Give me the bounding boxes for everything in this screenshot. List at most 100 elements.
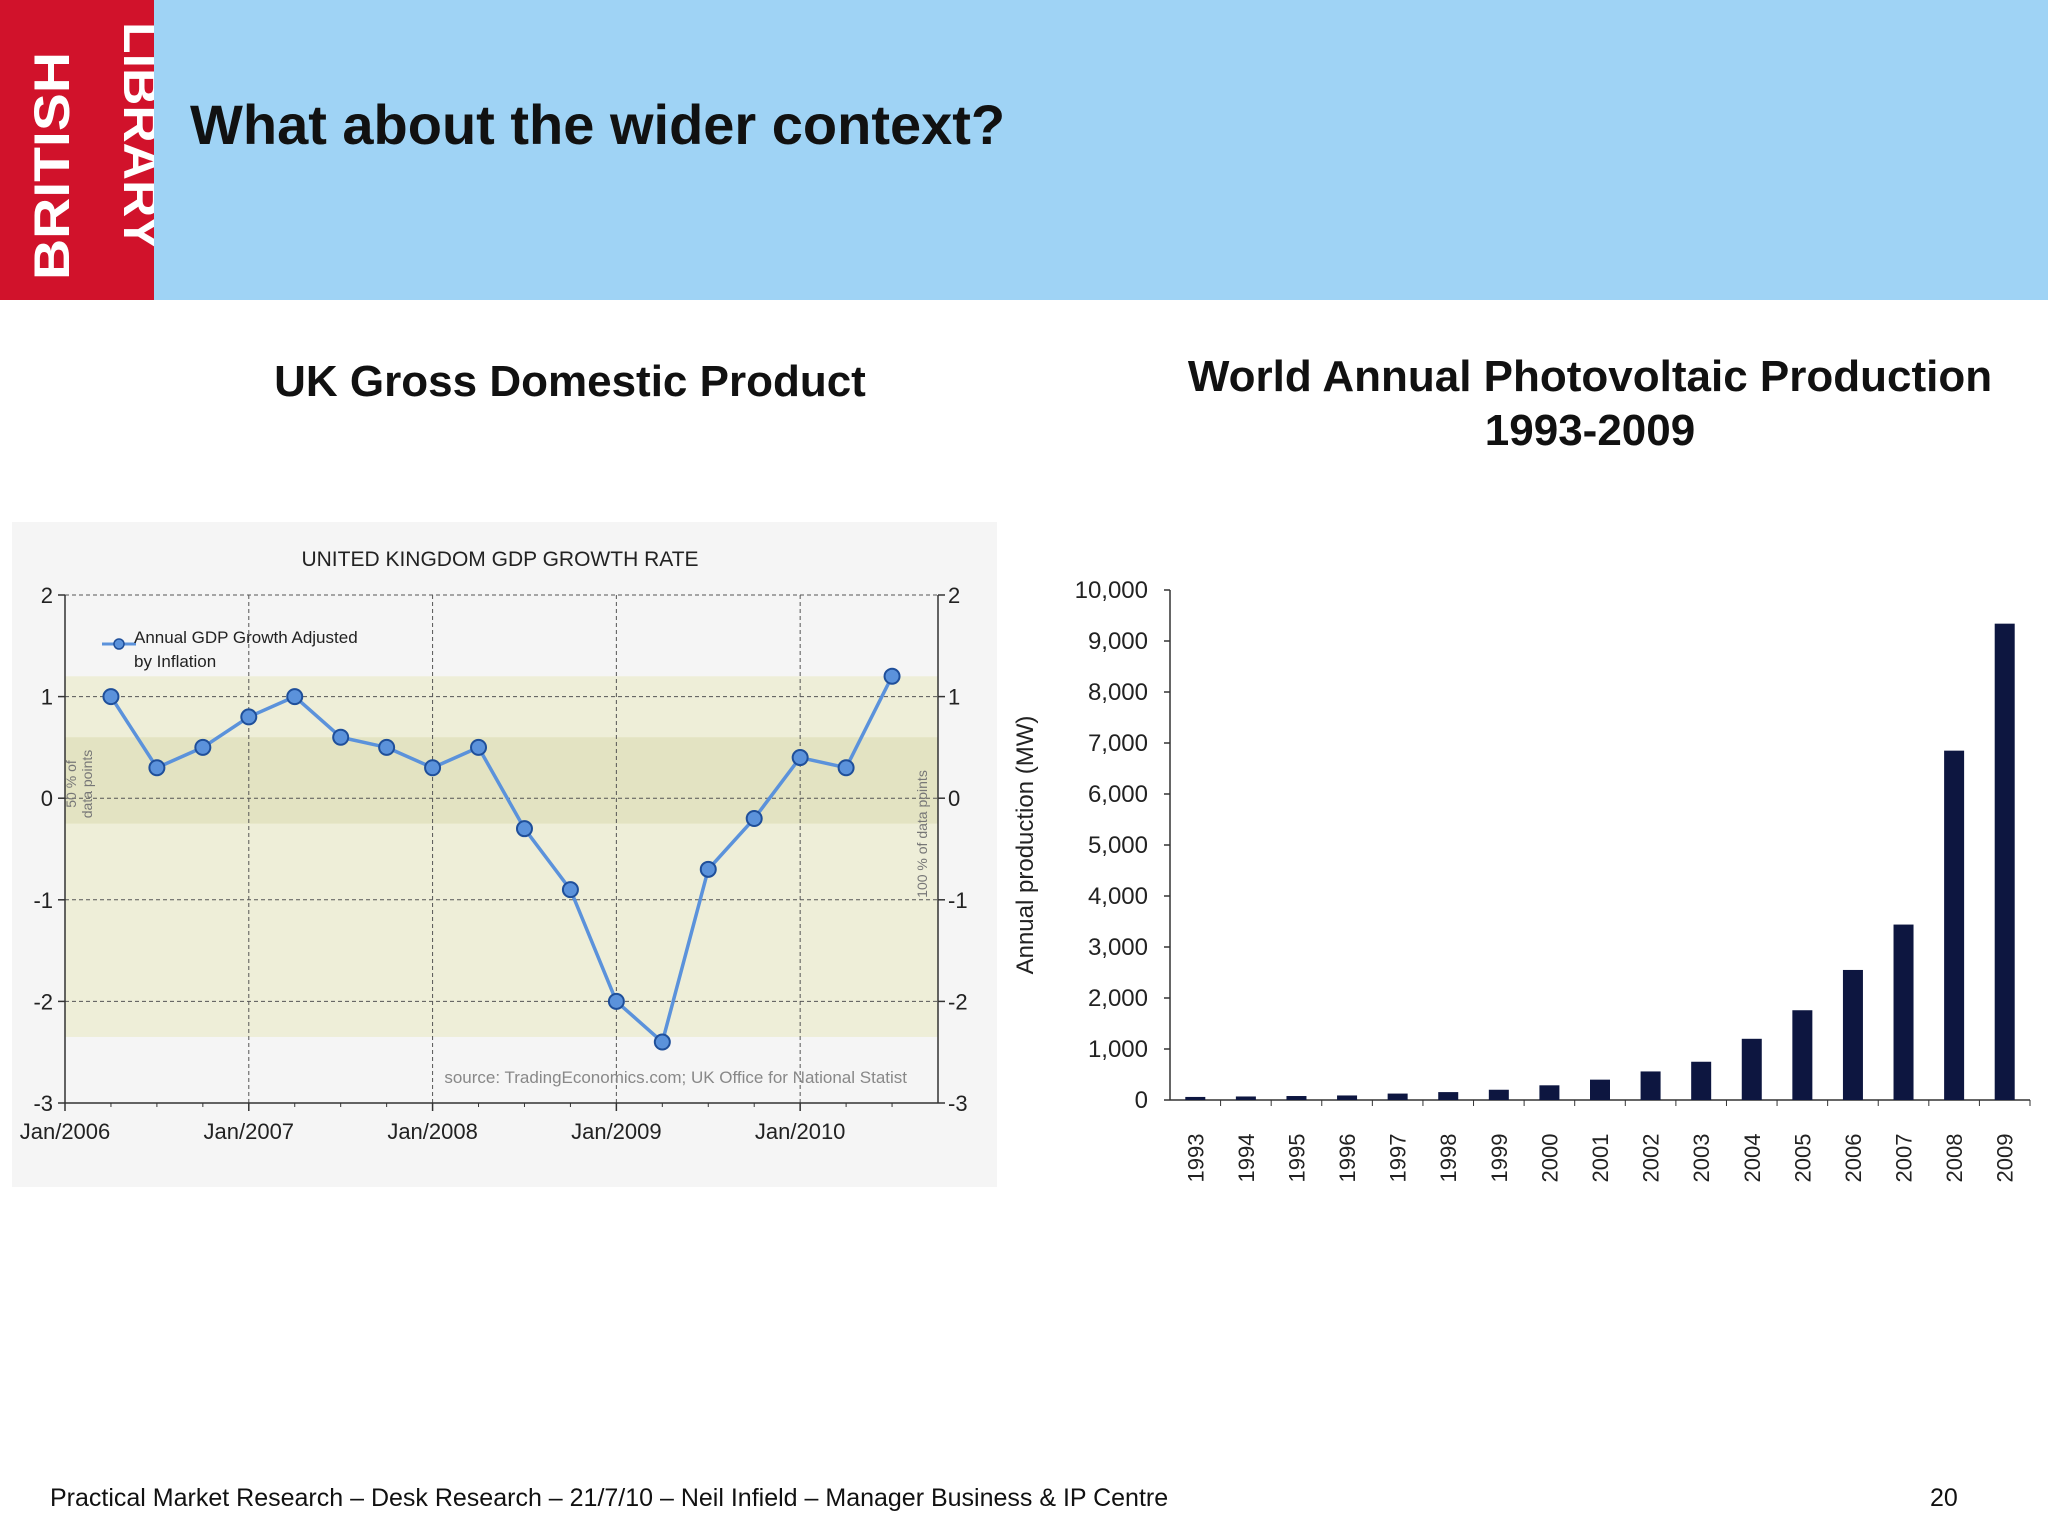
- gdp-legend-label-line-1: Annual GDP Growth Adjusted: [134, 628, 358, 647]
- pv-x-tick-label: 2000: [1537, 1134, 1562, 1183]
- pv-x-tick-label: 1994: [1234, 1134, 1259, 1183]
- gdp-growth-chart: 2 2 1 1 0 0 -1 -1 -2 -2 -3 -3 Jan/2006 Jan/2007 Jan/2…: [12, 522, 997, 1187]
- pv-bar: [1337, 1095, 1358, 1100]
- pv-x-tick-label: 2008: [1942, 1134, 1967, 1183]
- pv-x-tick-label: 2002: [1639, 1134, 1664, 1183]
- pv-bar: [1590, 1079, 1610, 1100]
- pv-x-tick-label: 2004: [1740, 1134, 1765, 1183]
- gdp-data-point: [286, 688, 304, 706]
- gdp-band-100: [65, 676, 938, 1037]
- gdp-y-tick-label: 1: [41, 685, 53, 710]
- gdp-source-note: source: TradingEconomics.com; UK Office …: [444, 1068, 907, 1087]
- gdp-legend-marker: [113, 638, 125, 650]
- svg-text:BRITISH: BRITISH: [24, 52, 80, 280]
- gdp-data-point: [332, 728, 350, 746]
- gdp-band-label-50-line-2: data points: [79, 750, 95, 819]
- gdp-y-tick-label-right: 0: [948, 786, 960, 811]
- pv-bar: [1539, 1085, 1560, 1100]
- gdp-data-point: [515, 820, 533, 838]
- gdp-data-point: [378, 738, 396, 756]
- gdp-x-tick-label: Jan/2007: [204, 1119, 295, 1144]
- pv-y-tick-label: 3,000: [1088, 934, 1148, 961]
- gdp-data-point: [102, 688, 120, 706]
- gdp-data-point: [240, 708, 258, 726]
- pv-y-tick-label: 2,000: [1088, 985, 1148, 1012]
- gdp-x-tick-label: Jan/2009: [571, 1119, 662, 1144]
- pv-bar: [1994, 623, 2015, 1100]
- pv-y-tick-label: 6,000: [1088, 781, 1148, 808]
- page-number: 20: [1930, 1484, 1958, 1512]
- pv-x-tick-label: 2001: [1588, 1134, 1613, 1183]
- gdp-data-point: [699, 860, 717, 878]
- pv-y-tick-label: 1,000: [1088, 1036, 1148, 1063]
- pv-x-tick-label: 2003: [1689, 1134, 1714, 1183]
- gdp-y-tick-label: 0: [41, 786, 53, 811]
- pv-x-tick-label: 2006: [1841, 1134, 1866, 1183]
- gdp-data-point: [148, 759, 166, 777]
- header-band: [0, 0, 2048, 300]
- gdp-y-tick-label-right: -1: [948, 888, 968, 913]
- footer-text: Practical Market Research – Desk Researc…: [50, 1484, 1169, 1512]
- pv-x-tick-label: 1997: [1386, 1134, 1411, 1183]
- pv-y-axis-label: Annual production (MW): [1012, 716, 1039, 975]
- pv-y-tick-label: 5,000: [1088, 832, 1148, 859]
- gdp-band-50: [65, 737, 938, 824]
- gdp-data-point: [470, 738, 488, 756]
- pv-y-tick-label: 9,000: [1088, 628, 1148, 655]
- pv-bar: [1741, 1038, 1762, 1100]
- pv-y-tick-label: 10,000: [1075, 577, 1148, 604]
- gdp-y-tick-label-right: -2: [948, 989, 968, 1014]
- gdp-y-tick-label: -1: [33, 888, 53, 913]
- pv-bar: [1387, 1093, 1408, 1100]
- gdp-data-point: [561, 881, 579, 899]
- pv-bar: [1185, 1096, 1206, 1100]
- gdp-legend-label-line-2: by Inflation: [134, 652, 216, 671]
- pv-bar: [1842, 969, 1863, 1100]
- gdp-y-tick-label-right: 2: [948, 583, 960, 608]
- pv-bar: [1235, 1096, 1256, 1100]
- gdp-legend: Annual GDP Growth Adjusted by Inflation: [102, 628, 358, 671]
- gdp-data-point: [745, 810, 763, 828]
- gdp-y-tick-label: -2: [33, 989, 53, 1014]
- slide-title: What about the wider context?: [190, 93, 1006, 156]
- gdp-data-point: [424, 759, 442, 777]
- pv-y-tick-label: 0: [1135, 1087, 1148, 1114]
- gdp-x-tick-label: Jan/2006: [20, 1119, 111, 1144]
- pv-bar: [1286, 1096, 1307, 1100]
- pv-x-tick-label: 1995: [1284, 1134, 1309, 1183]
- pv-x-tick-label: 1999: [1487, 1134, 1512, 1183]
- pv-production-chart: 10,000 9,000 8,000 7,000 6,000 5,000 4,000 3,00…: [1012, 577, 2031, 1183]
- pv-x-tick-label: 2009: [1993, 1134, 2018, 1183]
- pv-y-tick-label: 7,000: [1088, 730, 1148, 757]
- gdp-section-title: UK Gross Domestic Product: [274, 357, 866, 406]
- pv-x-tick-label: 1998: [1436, 1134, 1461, 1183]
- gdp-x-tick-label: Jan/2008: [387, 1119, 478, 1144]
- pv-bar: [1691, 1061, 1712, 1100]
- pv-y-tick-label: 4,000: [1088, 883, 1148, 910]
- british-library-logo: BRITISH LIBRARY: [0, 0, 154, 300]
- pv-x-tick-label: 2007: [1892, 1134, 1917, 1183]
- pv-bar: [1792, 1010, 1813, 1100]
- gdp-band-label-100: 100 % of data points: [914, 770, 930, 898]
- gdp-data-point: [607, 992, 625, 1010]
- pv-bar: [1893, 924, 1914, 1100]
- pv-section-title: World Annual Photovoltaic Production 199…: [1150, 350, 2030, 458]
- pv-x-tick-label: 1996: [1335, 1134, 1360, 1183]
- pv-title-line-1: World Annual Photovoltaic Production: [1187, 352, 1993, 401]
- gdp-series-line: [109, 675, 894, 1044]
- pv-y-tick-label: 8,000: [1088, 679, 1148, 706]
- gdp-chart-title: UNITED KINGDOM GDP GROWTH RATE: [301, 548, 698, 571]
- gdp-data-point: [194, 738, 212, 756]
- pv-title-line-2: 1993-2009: [1484, 406, 1696, 455]
- pv-x-tick-label: 2005: [1790, 1134, 1815, 1183]
- svg-text:LIBRARY: LIBRARY: [113, 22, 154, 250]
- gdp-data-point: [883, 667, 901, 685]
- gdp-y-tick-label: -3: [33, 1091, 53, 1116]
- pv-bar: [1488, 1089, 1509, 1100]
- gdp-data-point: [791, 749, 809, 767]
- gdp-x-tick-label: Jan/2010: [755, 1119, 846, 1144]
- gdp-y-tick-label-right: 1: [948, 685, 960, 710]
- gdp-data-point: [653, 1033, 671, 1051]
- gdp-data-point: [837, 759, 855, 777]
- gdp-y-tick-label-right: -3: [948, 1091, 968, 1116]
